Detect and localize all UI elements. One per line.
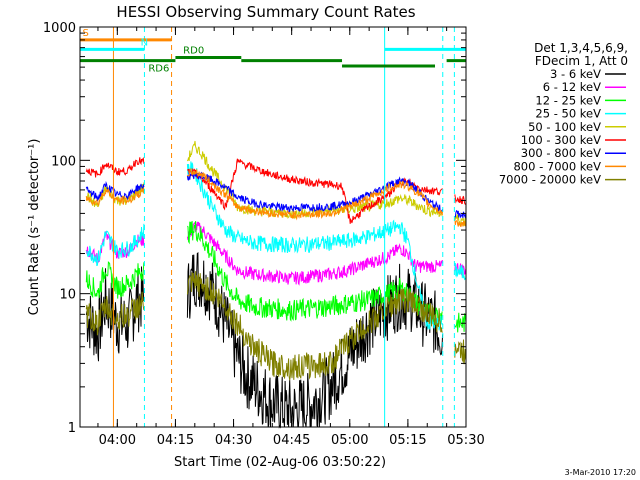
x-tick-label-3: 04:45 (273, 433, 310, 448)
plot-area: S N RD6 RD0 (80, 27, 467, 429)
series-line-2 (85, 220, 467, 333)
legend-label-2: 12 - 25 keV (535, 93, 601, 107)
series-line-0 (85, 251, 444, 429)
chart-title: HESSI Observing Summary Count Rates (116, 3, 415, 21)
y-tick-label-1: 10 (59, 288, 76, 303)
x-tick-label-0: 04:00 (99, 433, 136, 448)
legend-label-4: 50 - 100 keV (528, 120, 601, 134)
state-bar-label-3: RD6 (148, 64, 169, 75)
x-tick-label-5: 05:15 (389, 433, 426, 448)
legend-header-1: FDecim 1, Att 0 (535, 54, 628, 68)
state-bar-label-1: N (141, 37, 148, 48)
x-tick-label-1: 04:15 (157, 433, 194, 448)
y-tick-label-3: 1000 (43, 21, 76, 36)
y-axis-label: Count Rate (s⁻¹ detector⁻¹) (27, 139, 42, 316)
y-tick-label-0: 1 (68, 421, 76, 436)
series-line-3 (85, 161, 467, 331)
x-axis-label: Start Time (02-Aug-06 03:50:22) (174, 455, 386, 470)
axes: 04:00 04:15 04:30 04:45 05:00 05:15 05:30 1 10 10… (43, 21, 485, 448)
footer-date: 3-Mar-2010 17:20 (565, 468, 636, 477)
plot-frame (79, 26, 467, 428)
legend-label-1: 6 - 12 keV (543, 80, 601, 94)
series-line-8 (85, 271, 467, 381)
legend-label-0: 3 - 6 keV (550, 67, 601, 81)
x-tick-label-4: 05:00 (331, 433, 368, 448)
series-line-7 (85, 168, 467, 228)
legend-header-0: Det 1,3,4,5,6,9, (534, 41, 628, 55)
legend-label-5: 100 - 300 keV (521, 133, 601, 147)
legend-label-7: 800 - 7000 keV (513, 159, 601, 173)
legend-label-3: 25 - 50 keV (535, 107, 601, 121)
state-bar-label-0: S (82, 28, 88, 39)
legend-label-6: 300 - 800 keV (521, 146, 601, 160)
state-bar-label-4: RD0 (183, 46, 204, 57)
y-tick-label-2: 100 (51, 154, 76, 169)
legend: Det 1,3,4,5,6,9,FDecim 1, Att 03 - 6 keV… (499, 41, 628, 187)
x-tick-label-2: 04:30 (215, 433, 252, 448)
x-tick-label-6: 05:30 (447, 433, 484, 448)
legend-label-8: 7000 - 20000 keV (499, 173, 601, 187)
